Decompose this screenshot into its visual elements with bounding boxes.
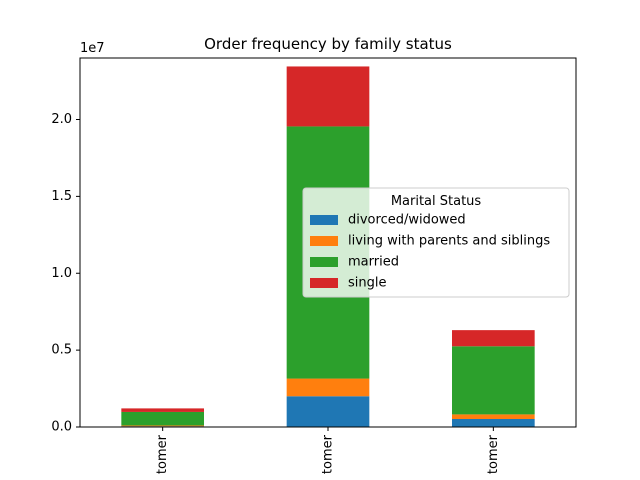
x-axis: tomer tomer tomer xyxy=(155,427,501,474)
legend-swatch-2 xyxy=(310,236,338,246)
y-axis-offset-label: 1e7 xyxy=(80,41,105,56)
bar-segment-1-4 xyxy=(121,408,204,412)
y-axis: 0.0 0.5 1.0 1.5 2.0 xyxy=(51,112,80,435)
legend: Marital Status divorced/widowed living wi… xyxy=(302,187,570,298)
bar-segment-1-3 xyxy=(121,411,204,426)
bar-segment-3-1 xyxy=(452,419,535,427)
legend-swatch-1 xyxy=(310,215,338,225)
bar-segment-3-4 xyxy=(452,330,535,347)
bar-segment-2-4 xyxy=(286,66,370,127)
y-tick-label-1: 0.0 xyxy=(51,420,72,435)
x-tick-label-2: tomer xyxy=(321,434,336,474)
y-tick-label-2: 0.5 xyxy=(51,343,72,358)
legend-label-4: single xyxy=(348,276,387,291)
chart-title: Order frequency by family status xyxy=(204,35,452,53)
legend-label-1: divorced/widowed xyxy=(348,213,466,228)
y-tick-label-5: 2.0 xyxy=(51,112,72,127)
legend-label-3: married xyxy=(348,255,399,270)
bar-segment-1-2 xyxy=(121,425,204,427)
legend-label-2: living with parents and siblings xyxy=(348,234,550,249)
legend-title: Marital Status xyxy=(391,194,482,209)
bar-segment-2-2 xyxy=(286,378,370,397)
y-tick-label-3: 1.0 xyxy=(51,266,72,281)
legend-swatch-4 xyxy=(310,278,338,288)
y-tick-label-4: 1.5 xyxy=(51,189,72,204)
legend-swatch-3 xyxy=(310,257,338,267)
legend-box xyxy=(302,187,570,298)
bar-segment-2-1 xyxy=(286,396,370,427)
x-tick-label-3: tomer xyxy=(486,434,501,474)
bar-segment-3-3 xyxy=(452,346,535,415)
bar-segment-3-2 xyxy=(452,414,535,420)
x-tick-label-1: tomer xyxy=(155,434,170,474)
